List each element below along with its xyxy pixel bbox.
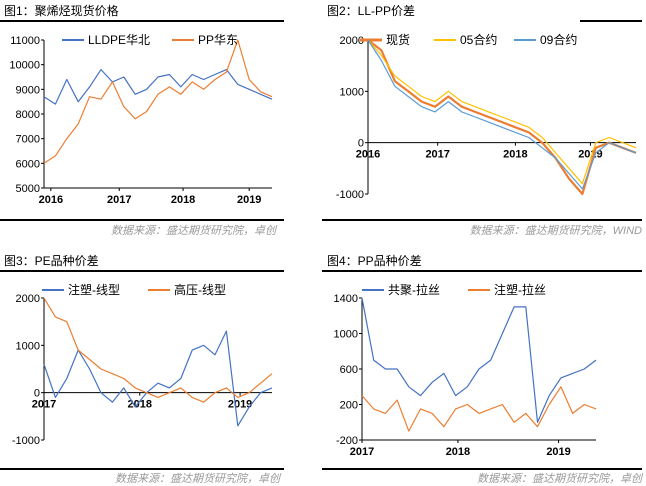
y-tick-label: 2000 — [16, 293, 40, 305]
figure-4-source: 数据来源：盛达期货研究院，卓创 — [477, 473, 642, 485]
legend-label-1: 共聚-拉丝 — [388, 282, 440, 297]
figure-3-top-rule — [0, 270, 284, 272]
legend-label-2: PP华东 — [198, 33, 238, 47]
series-line-2 — [361, 386, 597, 432]
y-tick-label: 8000 — [16, 109, 40, 121]
x-tick-label: 2017 — [107, 194, 131, 206]
x-tick-label: 2016 — [356, 149, 380, 161]
y-tick-label: 0 — [358, 138, 364, 150]
y-tick-label: 11000 — [10, 35, 40, 47]
series-line-2 — [43, 39, 273, 164]
figure-2-top-rule — [580, 20, 642, 22]
legend-label-2: 高压-线型 — [174, 282, 226, 297]
y-tick-label: -200 — [336, 435, 358, 447]
legend-label-1: LLDPE华北 — [88, 33, 150, 47]
y-tick-label: 6000 — [16, 158, 40, 170]
figure-4-top-rule — [322, 270, 642, 272]
x-tick-label: 2017 — [32, 399, 56, 411]
chart-3: 2000 1000 0 -1000 2017 2018 2019 注塑-线型 高压-线型 — [12, 282, 273, 447]
figure-3-bottom-rule — [0, 468, 284, 470]
figure-4-title: 图4：PP品种价差 — [327, 254, 422, 268]
figure-2-source: 数据来源：盛达期货研究院，WIND — [469, 225, 642, 237]
figure-3-title: 图3：PE品种价差 — [4, 254, 99, 268]
y-tick-label: 1000 — [16, 340, 40, 352]
legend-label-1: 注塑-线型 — [68, 282, 120, 297]
y-tick-label: -1000 — [336, 189, 364, 201]
x-tick-label: 2016 — [39, 194, 63, 206]
figure-1-bottom-rule — [0, 219, 284, 221]
figure-1-source: 数据来源：盛达期货研究院，卓创 — [111, 225, 276, 237]
x-tick-label: 2017 — [350, 446, 374, 458]
series-line-2 — [43, 297, 273, 403]
series-line-1 — [43, 68, 273, 105]
y-tick-label: 600 — [340, 364, 358, 376]
series-line-3 — [367, 39, 637, 190]
series-line-2 — [367, 39, 637, 185]
x-tick-label: 2017 — [425, 149, 449, 161]
figure-4-bottom-rule — [322, 468, 642, 470]
legend-label-3: 09合约 — [540, 32, 577, 47]
legend-label-1: 现货 — [386, 32, 410, 47]
figure-1-title: 图1：聚烯烃现货价格 — [4, 4, 119, 18]
x-tick-label: 2018 — [128, 399, 152, 411]
figure-1-top-rule — [0, 20, 284, 22]
y-tick-label: 1000 — [340, 86, 364, 98]
y-tick-label: -1000 — [12, 435, 40, 447]
series-line-1 — [361, 297, 597, 423]
figure-2-title: 图2：LL-PP价差 — [327, 4, 416, 18]
y-tick-label: 200 — [340, 400, 358, 412]
y-tick-label: 9000 — [16, 84, 40, 96]
y-tick-label: 7000 — [16, 134, 40, 146]
legend-label-2: 05合约 — [460, 32, 497, 47]
x-tick-label: 2018 — [503, 149, 527, 161]
figure-3-source: 数据来源：盛达期货研究院，卓创 — [115, 473, 280, 485]
series-line-1 — [43, 330, 273, 427]
x-tick-label: 2019 — [546, 446, 570, 458]
y-tick-label: 2000 — [340, 35, 364, 47]
y-tick-label: 10000 — [9, 60, 40, 72]
figure-2-bottom-rule — [322, 219, 642, 221]
y-tick-label: 1000 — [334, 329, 358, 341]
legend-label-2: 注塑-拉丝 — [494, 282, 546, 297]
y-tick-label: 5000 — [16, 183, 40, 195]
x-tick-label: 2018 — [171, 194, 195, 206]
x-tick-label: 2019 — [228, 399, 252, 411]
y-tick-label: 0 — [34, 388, 40, 400]
x-tick-label: 2019 — [237, 194, 261, 206]
y-tick-label: 1400 — [334, 293, 358, 305]
x-tick-label: 2018 — [446, 446, 470, 458]
